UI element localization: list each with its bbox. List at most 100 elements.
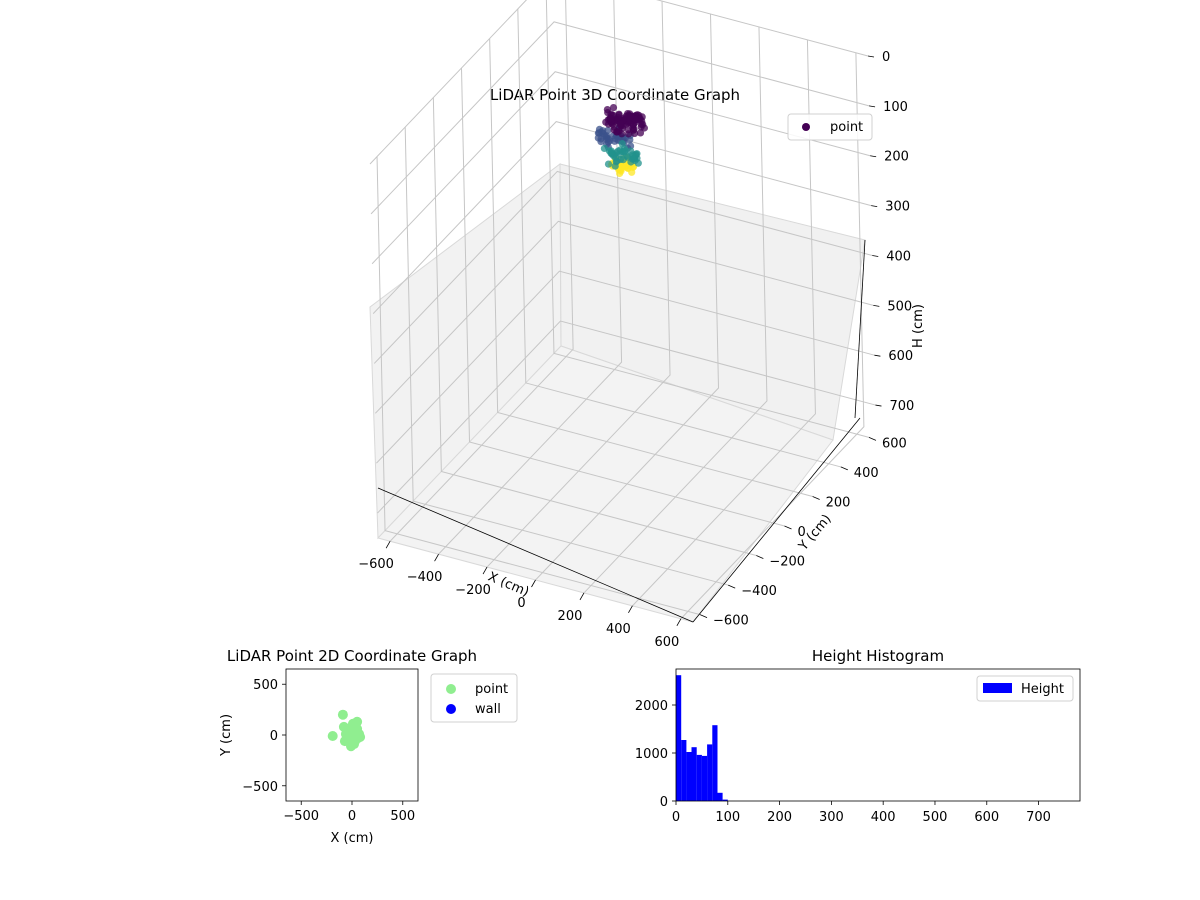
chart-hist-legend-box	[976, 675, 1074, 702]
point-3d	[629, 152, 638, 160]
histogram-bar	[701, 755, 708, 801]
chart-hist-legend-label: Height	[1021, 682, 1064, 697]
z-tick-label: 300	[885, 200, 910, 215]
point-3d	[594, 134, 602, 142]
grid-line-y	[461, 67, 785, 527]
x-tick-label: 700	[1026, 810, 1051, 825]
chart-2d-legend-label-point: point	[475, 682, 508, 697]
x-tick-mark	[579, 592, 585, 601]
y-tick-mark	[699, 614, 708, 618]
x-tick-mark	[385, 541, 391, 549]
grid-line-x	[680, 52, 865, 620]
chart-3d-x-axis	[377, 487, 694, 623]
grid-line-z	[376, 270, 875, 464]
y-tick-mark	[728, 584, 736, 589]
z-tick-mark	[874, 354, 881, 357]
x-tick-label: 0	[517, 596, 525, 611]
z-tick-label: 700	[889, 399, 914, 414]
histogram-bar	[722, 799, 728, 801]
y-tick-label: 400	[854, 466, 879, 481]
point-3d	[614, 114, 622, 122]
z-tick-mark	[872, 255, 879, 257]
point-3d	[604, 160, 613, 168]
grid-line-z	[369, 0, 869, 165]
histogram-bar	[717, 792, 723, 801]
z-tick-mark	[867, 55, 875, 58]
point-3d	[603, 135, 611, 144]
grid-line-y	[517, 8, 841, 468]
point-3d	[619, 156, 627, 164]
x-tick-label: 0	[348, 809, 356, 824]
chart-2d-points	[327, 709, 366, 752]
x-tick-label: −500	[283, 809, 319, 824]
chart-hist-legend: Height	[976, 675, 1074, 702]
z-tick-mark	[873, 304, 880, 307]
y-tick-mark	[784, 525, 792, 530]
histogram-bar	[686, 752, 692, 801]
histogram-bar	[712, 725, 718, 801]
grid-line-x	[535, 13, 720, 581]
chart-2d-ylabel: Y (cm)	[219, 714, 234, 757]
x-tick-label: 400	[871, 810, 896, 825]
point-2d-point	[337, 709, 348, 720]
point-3d	[636, 129, 645, 137]
histogram-bar	[691, 747, 697, 801]
point-3d	[600, 144, 609, 152]
chart-3d-z-axis	[854, 239, 866, 419]
y-tick-mark	[868, 437, 877, 441]
point-3d	[630, 125, 638, 133]
chart-2d: LiDAR Point 2D Coordinate Graph −500 −500…	[219, 647, 518, 846]
point-3d	[616, 120, 625, 128]
chart-3d: LiDAR Point 3D Coordinate Graph −600 −600…	[358, 0, 926, 650]
grid-line-y	[404, 127, 729, 586]
chart-2d-title: LiDAR Point 2D Coordinate Graph	[227, 647, 477, 665]
chart-3d-y-axis	[692, 417, 861, 623]
grid-line-z	[374, 220, 874, 414]
chart-2d-legend: point wall	[430, 673, 518, 723]
x-tick-mark	[628, 605, 633, 614]
x-tick-label: 100	[715, 810, 740, 825]
chart-3d-points	[594, 104, 649, 178]
point-3d	[621, 147, 629, 155]
chart-3d-ticks: −600−600−400−400−200−2000020020040040060…	[358, 50, 914, 650]
histogram-bar	[696, 754, 702, 801]
point-3d	[627, 113, 635, 121]
grid-line-x	[486, 1, 671, 568]
chart-2d-legend-marker-wall	[446, 704, 456, 714]
grid-line-z	[372, 121, 872, 314]
y-tick-label: −600	[713, 614, 749, 629]
chart-hist-ticks: 0 100 200 300 400 500 600 700 0 1000 2000	[635, 699, 1051, 825]
y-tick-label: −500	[242, 780, 278, 795]
y-tick-label: −400	[741, 584, 777, 599]
point-3d	[604, 109, 612, 117]
point-3d	[607, 149, 615, 157]
chart-3d-legend-label: point	[830, 120, 863, 135]
y-tick-label: 500	[253, 678, 278, 693]
point-3d	[637, 123, 645, 131]
x-tick-label: 600	[654, 635, 679, 650]
point-3d	[613, 128, 621, 136]
x-tick-label: 200	[767, 810, 792, 825]
x-tick-mark	[676, 618, 682, 626]
z-tick-label: 100	[883, 100, 908, 115]
z-tick-label: 400	[886, 249, 911, 264]
point-3d	[625, 130, 633, 138]
x-tick-mark	[531, 579, 536, 588]
y-tick-mark	[812, 496, 820, 500]
chart-3d-legend-marker	[802, 123, 810, 131]
point-2d-point	[347, 733, 357, 743]
point-3d	[609, 104, 618, 112]
point-2d-point	[338, 721, 349, 732]
x-tick-mark	[482, 566, 488, 575]
z-tick-mark	[875, 404, 882, 407]
chart-3d-legend: point	[787, 113, 873, 141]
chart-hist-legend-swatch	[983, 683, 1012, 693]
point-3d	[611, 137, 619, 145]
grid-line-y	[376, 156, 701, 616]
point-2d-point	[352, 723, 363, 734]
grid-line-y	[489, 38, 813, 497]
point-3d	[621, 162, 629, 170]
x-tick-label: 400	[606, 622, 631, 637]
grid-line-z	[371, 71, 871, 265]
